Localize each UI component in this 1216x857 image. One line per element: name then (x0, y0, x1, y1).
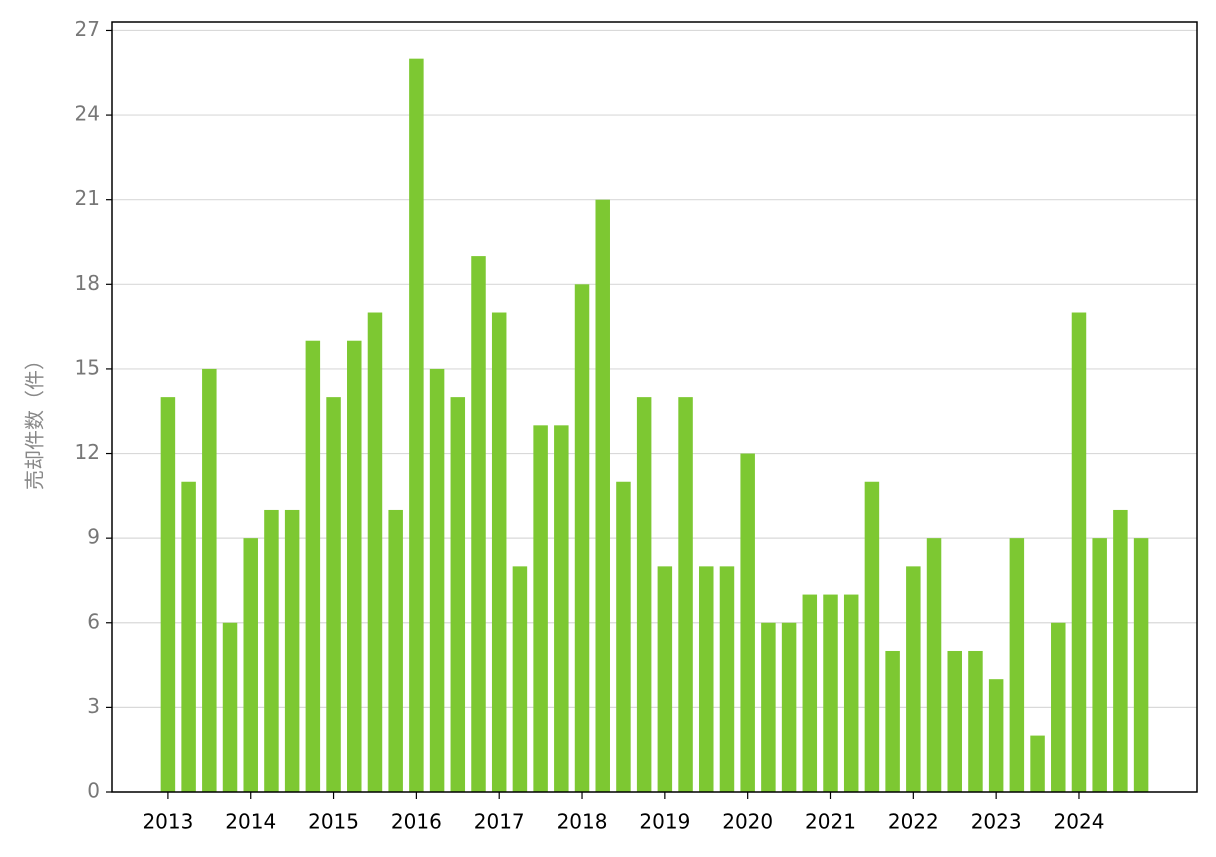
bar (657, 566, 673, 792)
y-axis-label: 売却件数（件） (23, 350, 47, 490)
bar (305, 340, 321, 792)
bar (1030, 735, 1045, 792)
bar (222, 622, 238, 792)
bar (1009, 538, 1025, 792)
x-tick-label: 2018 (557, 810, 608, 834)
y-tick-label: 6 (87, 609, 100, 633)
y-tick-label: 15 (75, 355, 100, 379)
bar (988, 679, 1004, 792)
x-tick-label: 2020 (722, 810, 773, 834)
bar (947, 650, 962, 792)
bar (802, 594, 818, 792)
plot-frame (111, 21, 1198, 793)
x-tick-label: 2023 (971, 810, 1022, 834)
bar (347, 340, 362, 792)
y-tick-label: 12 (75, 440, 100, 464)
bar (678, 397, 693, 792)
y-tick-label: 21 (75, 186, 100, 210)
bar (284, 509, 300, 792)
bar (160, 397, 176, 792)
bar (719, 566, 735, 792)
bar (429, 368, 445, 792)
bar (1133, 538, 1149, 792)
y-tick-label: 0 (87, 779, 100, 803)
y-tick-label: 18 (75, 271, 100, 295)
x-tick-label: 2016 (391, 810, 442, 834)
bar (616, 481, 631, 792)
bar (1092, 538, 1107, 792)
x-tick-label: 2019 (639, 810, 690, 834)
bar (491, 312, 507, 792)
bar (409, 58, 424, 792)
x-tick-label: 2014 (225, 810, 276, 834)
bar (181, 481, 196, 792)
bar (699, 566, 714, 792)
x-tick-label: 2021 (805, 810, 856, 834)
bar (926, 538, 942, 792)
bar (864, 481, 880, 792)
bar (740, 453, 755, 792)
bar (388, 509, 403, 792)
bar (367, 312, 383, 792)
bar (1051, 622, 1066, 792)
y-tick-label: 24 (75, 102, 100, 126)
bar (968, 650, 983, 792)
bar (636, 397, 652, 792)
bar (450, 397, 466, 792)
bar (326, 397, 341, 792)
bar (1113, 509, 1128, 792)
x-tick-label: 2024 (1054, 810, 1105, 834)
bar (533, 425, 548, 792)
y-tick-label: 3 (87, 694, 100, 718)
x-tick-label: 2015 (308, 810, 359, 834)
bar (574, 284, 590, 792)
bar (243, 538, 258, 792)
bar (264, 509, 279, 792)
bar (471, 256, 486, 793)
bar (843, 594, 859, 792)
y-tick-label: 27 (75, 17, 100, 41)
x-tick-label: 2013 (142, 810, 193, 834)
bar (781, 622, 797, 792)
x-tick-label: 2017 (474, 810, 525, 834)
bar (906, 566, 921, 792)
bar (554, 425, 569, 792)
y-tick-label: 9 (87, 525, 100, 549)
x-tick-label: 2022 (888, 810, 939, 834)
bar (595, 199, 610, 792)
bar (761, 622, 776, 792)
bar (512, 566, 528, 792)
bar (202, 368, 217, 792)
bar (885, 650, 900, 792)
bar (1071, 312, 1087, 792)
bar (823, 594, 838, 792)
